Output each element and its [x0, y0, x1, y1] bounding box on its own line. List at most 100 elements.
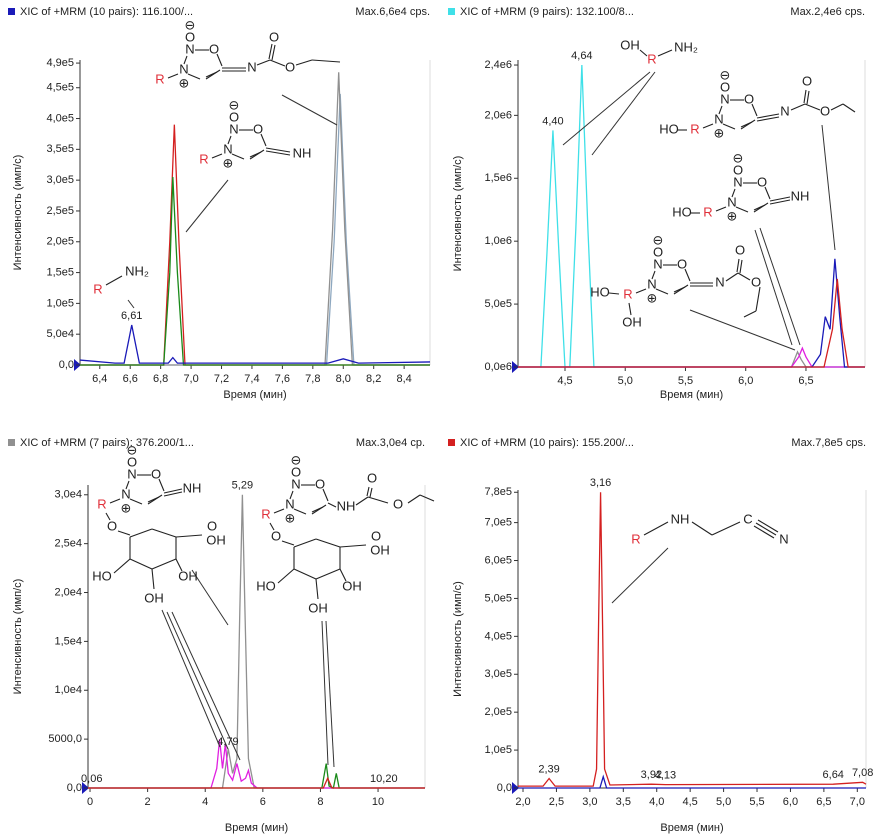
bond [715, 206, 727, 212]
atom-label: OH [206, 532, 226, 547]
atom-label: O [107, 518, 117, 533]
x-tick-label: 8,2 [366, 373, 381, 385]
bond [311, 504, 327, 515]
chromatogram-trace [518, 278, 865, 368]
bond [657, 49, 673, 57]
bond [147, 494, 163, 505]
atom-label: N [121, 486, 130, 501]
bond [113, 558, 131, 574]
bond [256, 59, 271, 66]
leader-line [562, 71, 651, 146]
leader-line [325, 620, 335, 768]
bond [369, 487, 373, 498]
bond [339, 544, 367, 548]
atom-label: R [199, 151, 208, 166]
y-tick-label: 6,0e5 [484, 554, 512, 566]
atom-label: O [733, 162, 743, 177]
peak-label: 3,16 [590, 477, 611, 489]
atom-label: ⊖ [127, 442, 138, 457]
bond [806, 90, 810, 105]
bond [735, 206, 749, 213]
chromatogram-trace [79, 324, 431, 364]
bond [755, 522, 777, 536]
atom-label: O [677, 256, 687, 271]
atom-label: N [247, 59, 256, 74]
x-tick-label: 6,5 [816, 796, 831, 808]
bond [804, 103, 821, 111]
bond [265, 150, 291, 156]
y-tick-label: 2,5e4 [54, 538, 82, 550]
atom-label: O [720, 79, 730, 94]
legend-swatch [8, 8, 15, 15]
bond [753, 202, 769, 213]
bond [163, 491, 183, 497]
atom-label: N [733, 174, 742, 189]
atom-label: R [623, 286, 632, 301]
bond [129, 498, 143, 505]
bond [737, 272, 751, 281]
y-tick-label: 5,0e5 [484, 592, 512, 604]
bond [151, 528, 177, 538]
bond [751, 103, 758, 117]
atom-label: OH [620, 37, 640, 52]
x-tick-label: 4,5 [683, 796, 698, 808]
x-tick-label: 7,2 [214, 373, 229, 385]
atom-label: R [261, 506, 270, 521]
bond [366, 486, 370, 497]
bond [129, 558, 153, 570]
x-tick-label: 5,0 [618, 375, 633, 387]
bond [711, 521, 741, 536]
atom-label: O [271, 528, 281, 543]
y-tick-label: 7,0e5 [484, 517, 512, 529]
x-tick-label: 7,0 [850, 796, 865, 808]
bond [756, 116, 780, 122]
x-tick-label: 3,0 [582, 796, 597, 808]
y-tick-label: 5000,0 [48, 733, 82, 745]
bond [151, 568, 155, 590]
atom-label: ⊖ [185, 17, 196, 32]
bond [147, 496, 160, 503]
bond [311, 59, 341, 63]
atom-label: R [93, 281, 102, 296]
panel-header: XIC of +MRM (9 pairs): 132.100/8... [460, 6, 634, 18]
bond [175, 534, 203, 538]
atom-label: NH [293, 145, 312, 160]
atom-label: N [127, 466, 136, 481]
x-axis-label: Время (мин) [225, 822, 288, 834]
leader-line [754, 229, 793, 346]
bond [289, 490, 294, 500]
y-tick-label: 3,0e5 [484, 668, 512, 680]
x-tick-label: 6 [260, 796, 266, 808]
bond [227, 135, 232, 145]
bond [311, 506, 324, 513]
x-tick-label: 6,0 [783, 796, 798, 808]
bond [718, 105, 723, 115]
peak-label: 5,29 [232, 480, 253, 492]
atom-label: ⊕ [121, 500, 132, 515]
leader-line [591, 71, 656, 156]
x-tick-label: 4 [202, 796, 208, 808]
atom-label: OH [622, 314, 642, 329]
atom-label: O [127, 454, 137, 469]
atom-label: O [229, 109, 239, 124]
atom-label: O [209, 41, 219, 56]
bond [673, 286, 686, 293]
y-tick-label: 2,4e6 [484, 59, 512, 71]
bond [175, 558, 183, 572]
bond [830, 103, 844, 111]
x-tick-label: 8 [317, 796, 323, 808]
atom-label: HO [672, 204, 692, 219]
atom-label: ⊕ [285, 510, 296, 525]
leader-line [689, 309, 796, 351]
leader-line [821, 124, 836, 251]
y-tick-label: 1,5e6 [484, 172, 512, 184]
bond [281, 540, 295, 546]
bond [743, 310, 757, 318]
leader-line [191, 569, 229, 626]
bond [740, 121, 753, 128]
atom-label: O [751, 274, 761, 289]
atom-label: NH [183, 480, 202, 495]
x-tick-label: 2,0 [515, 796, 530, 808]
bond [293, 538, 317, 548]
